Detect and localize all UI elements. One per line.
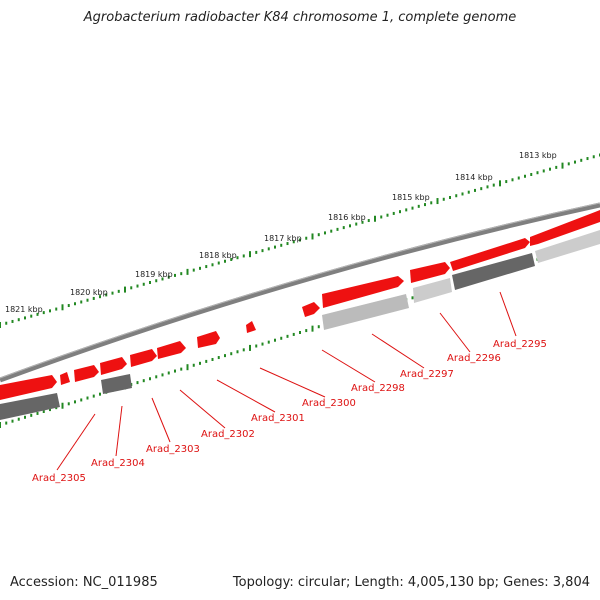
gene-label-arad-2301[interactable]: Arad_2301 [251, 413, 305, 424]
tick-label-1816: 1816 kbp [328, 213, 366, 222]
tick-label-1819: 1819 kbp [135, 270, 173, 279]
gene-grey-3[interactable] [413, 278, 452, 303]
gene-grey-1[interactable] [535, 230, 600, 263]
tick-label-1815: 1815 kbp [392, 193, 430, 202]
gene-arad-2303[interactable] [130, 349, 157, 367]
leader-arad-2295 [499, 291, 517, 337]
gene-arad-2305b[interactable] [60, 372, 70, 385]
tick-label-1821: 1821 kbp [5, 305, 43, 314]
gene-label-arad-2296[interactable]: Arad_2296 [447, 353, 501, 364]
tick-label-1813: 1813 kbp [519, 151, 557, 160]
backbone-line [0, 202, 600, 383]
gene-arad-2300[interactable] [246, 321, 256, 333]
gene-arad-2296[interactable] [450, 238, 530, 271]
forward-genes [0, 210, 600, 400]
tick-label-1817: 1817 kbp [264, 234, 302, 243]
gene-arad-2306[interactable] [0, 375, 57, 400]
gene-grey-2[interactable] [452, 253, 535, 290]
gene-arad-2297[interactable] [410, 262, 450, 283]
gene-label-arad-2300[interactable]: Arad_2300 [302, 398, 356, 409]
gene-arad-2302[interactable] [157, 341, 186, 359]
leader-arad-2297 [371, 333, 425, 369]
gene-label-arad-2297[interactable]: Arad_2297 [400, 369, 454, 380]
gene-grey-5[interactable] [101, 374, 132, 394]
leader-lines [56, 291, 517, 471]
gene-arad-2298[interactable] [322, 276, 404, 308]
leader-arad-2296 [439, 312, 471, 353]
gene-label-arad-2305[interactable]: Arad_2305 [32, 473, 86, 484]
gene-grey-4[interactable] [322, 294, 409, 330]
accession-text: Accession: NC_011985 [10, 575, 158, 590]
leader-arad-2305 [56, 413, 96, 471]
gene-label-arad-2298[interactable]: Arad_2298 [351, 383, 405, 394]
outer-tick-track [0, 153, 600, 328]
gene-grey-6[interactable] [0, 393, 60, 420]
leader-arad-2304 [115, 405, 123, 457]
gene-arad-2305a[interactable] [74, 365, 99, 382]
backbone-highlight [0, 202, 600, 379]
gene-label-arad-2295[interactable]: Arad_2295 [493, 339, 547, 350]
gene-label-arad-2302[interactable]: Arad_2302 [201, 429, 255, 440]
gene-arad-2301[interactable] [197, 331, 220, 348]
tick-label-1814: 1814 kbp [455, 173, 493, 182]
leader-arad-2301 [216, 379, 276, 413]
genome-summary-text: Topology: circular; Length: 4,005,130 bp… [232, 575, 590, 590]
gene-arad-2295[interactable] [530, 210, 600, 246]
tick-labels: 1813 kbp 1814 kbp 1815 kbp 1816 kbp 1817… [5, 151, 557, 314]
gene-arad-2304[interactable] [100, 357, 127, 375]
leader-arad-2300 [259, 367, 326, 398]
tick-label-1820: 1820 kbp [70, 288, 108, 297]
leader-arad-2298 [321, 349, 376, 383]
leader-arad-2302 [179, 389, 226, 429]
gene-label-arad-2303[interactable]: Arad_2303 [146, 444, 200, 455]
gene-arad-2299[interactable] [302, 302, 320, 317]
gene-label-arad-2304[interactable]: Arad_2304 [91, 458, 145, 469]
leader-arad-2303 [151, 397, 171, 443]
tick-label-1818: 1818 kbp [199, 251, 237, 260]
reverse-genes [0, 230, 600, 420]
gene-labels: Arad_2295 Arad_2296 Arad_2297 Arad_2298 … [32, 339, 547, 484]
map-title: Agrobacterium radiobacter K84 chromosome… [83, 10, 517, 25]
